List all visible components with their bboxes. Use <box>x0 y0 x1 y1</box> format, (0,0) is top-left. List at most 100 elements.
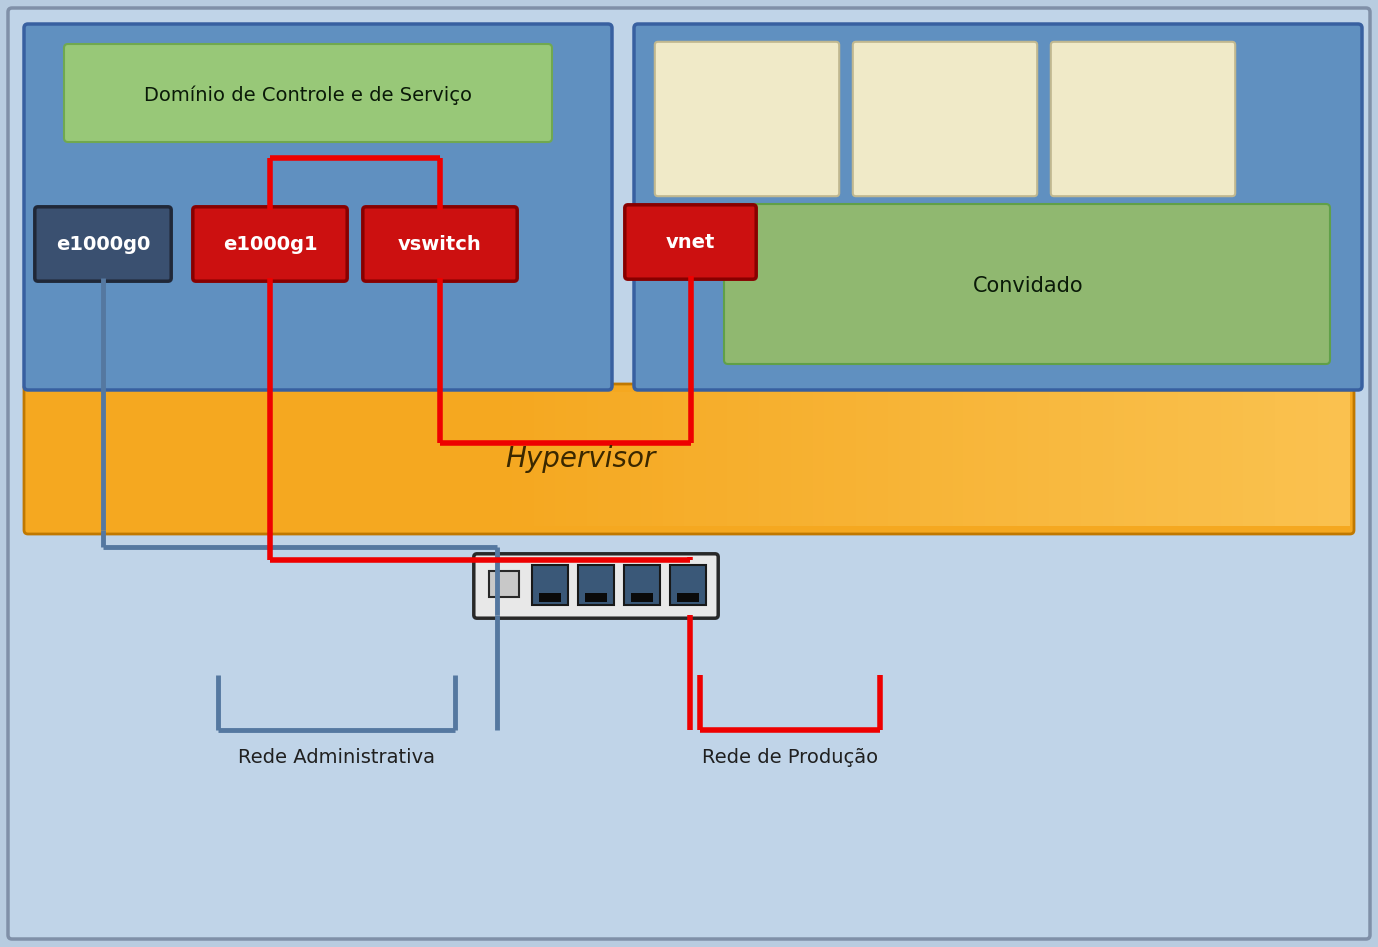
Bar <box>624 565 660 605</box>
Bar <box>566 392 576 526</box>
Bar <box>539 593 561 602</box>
Bar <box>544 392 555 526</box>
Bar <box>1264 392 1275 526</box>
Bar <box>677 593 699 602</box>
Bar <box>1102 392 1113 526</box>
FancyBboxPatch shape <box>624 205 757 279</box>
Bar <box>1028 392 1039 526</box>
FancyBboxPatch shape <box>655 42 839 196</box>
Bar <box>728 392 737 526</box>
Bar <box>1156 392 1167 526</box>
Bar <box>706 392 717 526</box>
Bar <box>1049 392 1060 526</box>
Bar <box>1317 392 1328 526</box>
Bar <box>717 392 728 526</box>
Bar <box>1232 392 1243 526</box>
Bar <box>1286 392 1297 526</box>
FancyBboxPatch shape <box>634 24 1361 390</box>
Text: Rede de Produção: Rede de Produção <box>701 748 878 767</box>
Bar <box>824 392 835 526</box>
Bar <box>878 392 889 526</box>
Bar <box>620 392 630 526</box>
Bar <box>1297 392 1308 526</box>
Bar <box>909 392 921 526</box>
Bar <box>670 565 706 605</box>
Bar <box>513 392 522 526</box>
Bar <box>683 392 695 526</box>
Bar <box>802 392 813 526</box>
FancyBboxPatch shape <box>23 24 612 390</box>
FancyBboxPatch shape <box>23 384 1355 534</box>
Bar <box>577 565 615 605</box>
Bar <box>1039 392 1049 526</box>
Text: vnet: vnet <box>666 233 715 252</box>
Bar <box>1275 392 1286 526</box>
Bar <box>502 392 513 526</box>
Bar <box>1006 392 1017 526</box>
Bar <box>1243 392 1254 526</box>
Bar <box>974 392 985 526</box>
Bar <box>1200 392 1210 526</box>
Bar <box>586 593 606 602</box>
Bar <box>631 593 653 602</box>
Bar <box>941 392 952 526</box>
Text: vswitch: vswitch <box>398 235 482 254</box>
Bar <box>1146 392 1156 526</box>
Bar <box>1254 392 1264 526</box>
FancyBboxPatch shape <box>193 206 347 281</box>
Bar <box>1210 392 1221 526</box>
Bar <box>1189 392 1200 526</box>
Bar <box>748 392 759 526</box>
Bar <box>737 392 748 526</box>
FancyBboxPatch shape <box>723 204 1330 364</box>
Bar <box>1060 392 1071 526</box>
Text: Domínio de Controle e de Serviço: Domínio de Controle e de Serviço <box>143 85 473 105</box>
Text: Rede Administrativa: Rede Administrativa <box>237 748 434 767</box>
Bar <box>1135 392 1146 526</box>
Bar <box>1221 392 1232 526</box>
Bar <box>587 392 598 526</box>
Bar <box>1017 392 1028 526</box>
Bar <box>835 392 845 526</box>
Bar <box>932 392 941 526</box>
FancyBboxPatch shape <box>34 206 171 281</box>
Bar <box>856 392 867 526</box>
Bar <box>652 392 663 526</box>
Bar <box>533 392 544 526</box>
Text: Hypervisor: Hypervisor <box>504 445 655 473</box>
Bar <box>898 392 909 526</box>
Bar <box>695 392 706 526</box>
Bar <box>489 571 520 597</box>
Bar <box>1071 392 1082 526</box>
Bar <box>555 392 566 526</box>
FancyBboxPatch shape <box>853 42 1038 196</box>
Text: e1000g1: e1000g1 <box>223 235 317 254</box>
FancyBboxPatch shape <box>8 8 1370 939</box>
Bar <box>598 392 609 526</box>
FancyBboxPatch shape <box>1051 42 1235 196</box>
Bar <box>1113 392 1124 526</box>
Bar <box>1178 392 1189 526</box>
Bar <box>845 392 856 526</box>
Bar <box>867 392 878 526</box>
Bar <box>1093 392 1102 526</box>
Bar <box>532 565 568 605</box>
Text: e1000g0: e1000g0 <box>56 235 150 254</box>
Bar <box>759 392 770 526</box>
Bar <box>1082 392 1093 526</box>
Bar <box>1339 392 1350 526</box>
Bar <box>491 392 502 526</box>
Bar <box>674 392 683 526</box>
Bar <box>641 392 652 526</box>
Bar <box>813 392 824 526</box>
Bar <box>995 392 1006 526</box>
FancyBboxPatch shape <box>474 554 718 618</box>
Bar <box>630 392 641 526</box>
Bar <box>1167 392 1178 526</box>
FancyBboxPatch shape <box>63 44 553 142</box>
Text: Convidado: Convidado <box>973 276 1083 296</box>
FancyBboxPatch shape <box>362 206 517 281</box>
Bar <box>791 392 802 526</box>
Bar <box>663 392 674 526</box>
Bar <box>770 392 781 526</box>
